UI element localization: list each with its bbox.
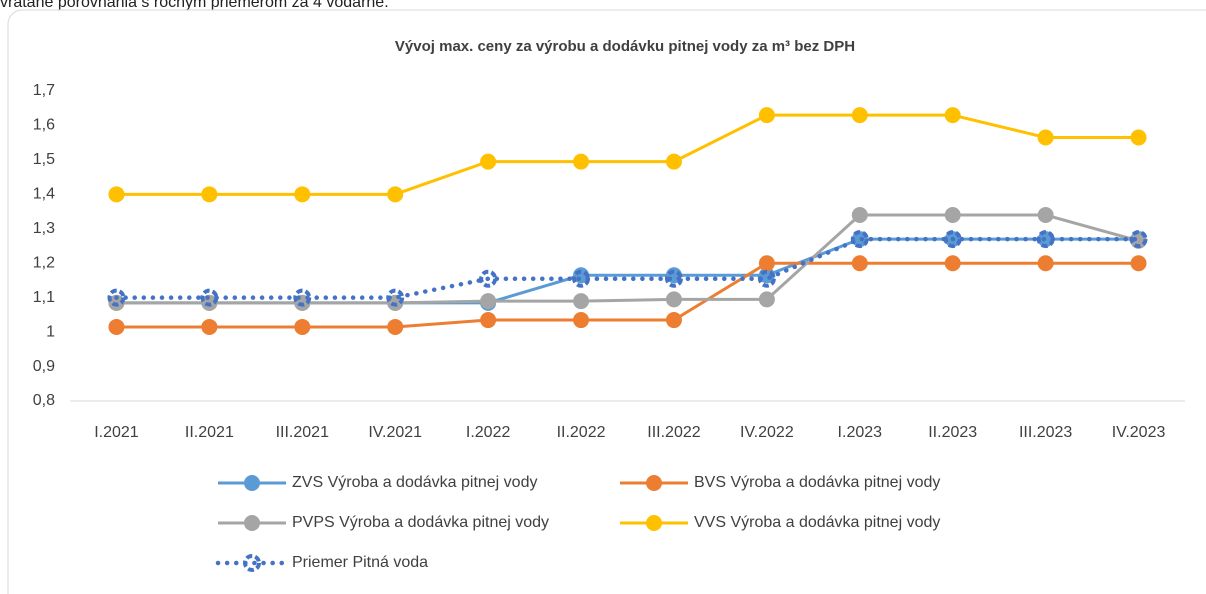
marker — [851, 107, 868, 124]
marker — [757, 269, 776, 288]
legend-marker — [646, 475, 662, 491]
x-tick-label: III.2021 — [276, 424, 329, 441]
marker — [944, 207, 961, 223]
marker — [944, 255, 961, 272]
y-tick-label: 0,8 — [33, 392, 55, 409]
marker — [201, 186, 218, 203]
marker — [1036, 230, 1055, 249]
marker — [943, 230, 962, 249]
legend-marker — [243, 554, 261, 572]
x-tick-label: II.2022 — [557, 424, 606, 441]
x-tick-label: IV.2022 — [740, 424, 794, 441]
legend-label: BVS Výroba a dodávka pitnej vody — [694, 474, 940, 491]
y-tick-label: 1,3 — [33, 220, 55, 237]
marker — [665, 291, 682, 308]
marker — [108, 318, 125, 335]
marker — [201, 318, 218, 335]
x-tick-label: I.2023 — [838, 424, 883, 441]
marker — [1130, 232, 1147, 249]
marker — [665, 153, 682, 170]
legend-label: ZVS Výroba a dodávka pitnej vody — [292, 474, 537, 491]
marker — [572, 269, 591, 288]
marker — [386, 288, 405, 307]
y-tick-label: 0,9 — [33, 358, 55, 375]
marker — [758, 291, 775, 308]
x-tick-label: III.2022 — [647, 424, 700, 441]
x-tick-label: II.2023 — [928, 424, 977, 441]
marker — [480, 153, 497, 170]
marker — [1037, 255, 1054, 272]
marker — [851, 207, 868, 223]
marker — [107, 288, 126, 307]
x-tick-label: II.2021 — [185, 424, 234, 441]
marker — [479, 269, 498, 288]
marker — [665, 312, 682, 329]
x-tick-label: I.2021 — [94, 424, 139, 441]
marker — [480, 312, 497, 329]
marker — [387, 318, 404, 335]
marker — [664, 269, 683, 288]
marker — [1130, 255, 1147, 272]
marker — [1129, 230, 1148, 249]
marker — [944, 107, 961, 124]
marker — [573, 293, 590, 310]
marker — [387, 186, 404, 203]
marker — [1130, 129, 1147, 146]
marker — [294, 186, 311, 203]
marker — [850, 230, 869, 249]
x-tick-label: IV.2023 — [1112, 424, 1166, 441]
legend-marker — [244, 475, 260, 491]
legend-marker — [646, 515, 662, 531]
legend-label: Priemer Pitná voda — [292, 554, 428, 571]
y-tick-label: 1 — [46, 323, 55, 340]
y-tick-label: 1,4 — [33, 186, 55, 203]
marker — [1037, 129, 1054, 146]
series-line — [116, 261, 1139, 329]
legend-label: VVS Výroba a dodávka pitnej vody — [694, 514, 940, 531]
marker — [851, 255, 868, 272]
marker — [480, 293, 497, 310]
series-line — [116, 113, 1139, 196]
marker — [293, 288, 312, 307]
x-tick-label: I.2022 — [466, 424, 511, 441]
marker — [573, 312, 590, 329]
marker — [200, 288, 219, 307]
y-tick-label: 1,6 — [33, 117, 55, 134]
legend-label: PVPS Výroba a dodávka pitnej vody — [292, 514, 549, 531]
marker — [294, 318, 311, 335]
intro-text: vrátane porovnania s ročným priemerom za… — [0, 0, 389, 11]
y-tick-label: 1,5 — [33, 151, 55, 168]
y-tick-label: 1,1 — [33, 289, 55, 306]
marker — [573, 153, 590, 170]
x-tick-label: III.2023 — [1019, 424, 1072, 441]
marker — [108, 186, 125, 203]
y-tick-label: 1,7 — [33, 82, 55, 99]
marker — [758, 107, 775, 124]
marker — [758, 255, 775, 272]
x-tick-label: IV.2021 — [368, 424, 422, 441]
y-tick-label: 1,2 — [33, 254, 55, 271]
chart-title: Vývoj max. ceny za výrobu a dodávku pitn… — [395, 38, 855, 55]
marker — [1037, 207, 1054, 223]
legend-marker — [244, 515, 260, 531]
series-line — [116, 213, 1139, 305]
